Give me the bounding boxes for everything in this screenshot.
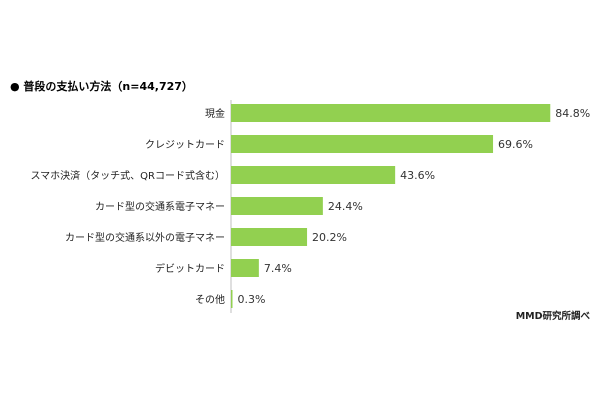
category-label-3: カード型の交通系電子マネー <box>95 200 225 213</box>
bar-6 <box>231 290 233 308</box>
source-credit: MMD研究所調べ <box>516 310 591 322</box>
category-label-2: スマホ決済（タッチ式、QRコード式含む） <box>30 169 225 182</box>
chart-title: ● 普段の支払い方法（n=44,727） <box>10 79 193 93</box>
value-label-0: 84.8% <box>555 107 590 120</box>
value-label-3: 24.4% <box>328 200 363 213</box>
bar-0 <box>231 104 551 122</box>
category-label-6: その他 <box>195 293 225 306</box>
category-label-4: カード型の交通系以外の電子マネー <box>65 231 225 244</box>
bars-group <box>231 104 551 308</box>
bar-1 <box>231 135 494 153</box>
bar-3 <box>231 197 323 215</box>
value-label-2: 43.6% <box>400 169 435 182</box>
category-label-1: クレジットカード <box>145 139 225 151</box>
value-labels-group: 84.8% 69.6% 43.6% 24.4% 20.2% 7.4% 0.3% <box>238 107 591 306</box>
bar-5 <box>231 259 259 277</box>
value-label-6: 0.3% <box>238 293 266 306</box>
category-label-0: 現金 <box>205 107 225 120</box>
value-label-4: 20.2% <box>312 231 347 244</box>
bar-2 <box>231 166 396 184</box>
value-label-5: 7.4% <box>264 262 292 275</box>
category-label-5: デビットカード <box>155 262 225 275</box>
bar-4 <box>231 228 308 246</box>
value-label-1: 69.6% <box>498 138 533 151</box>
